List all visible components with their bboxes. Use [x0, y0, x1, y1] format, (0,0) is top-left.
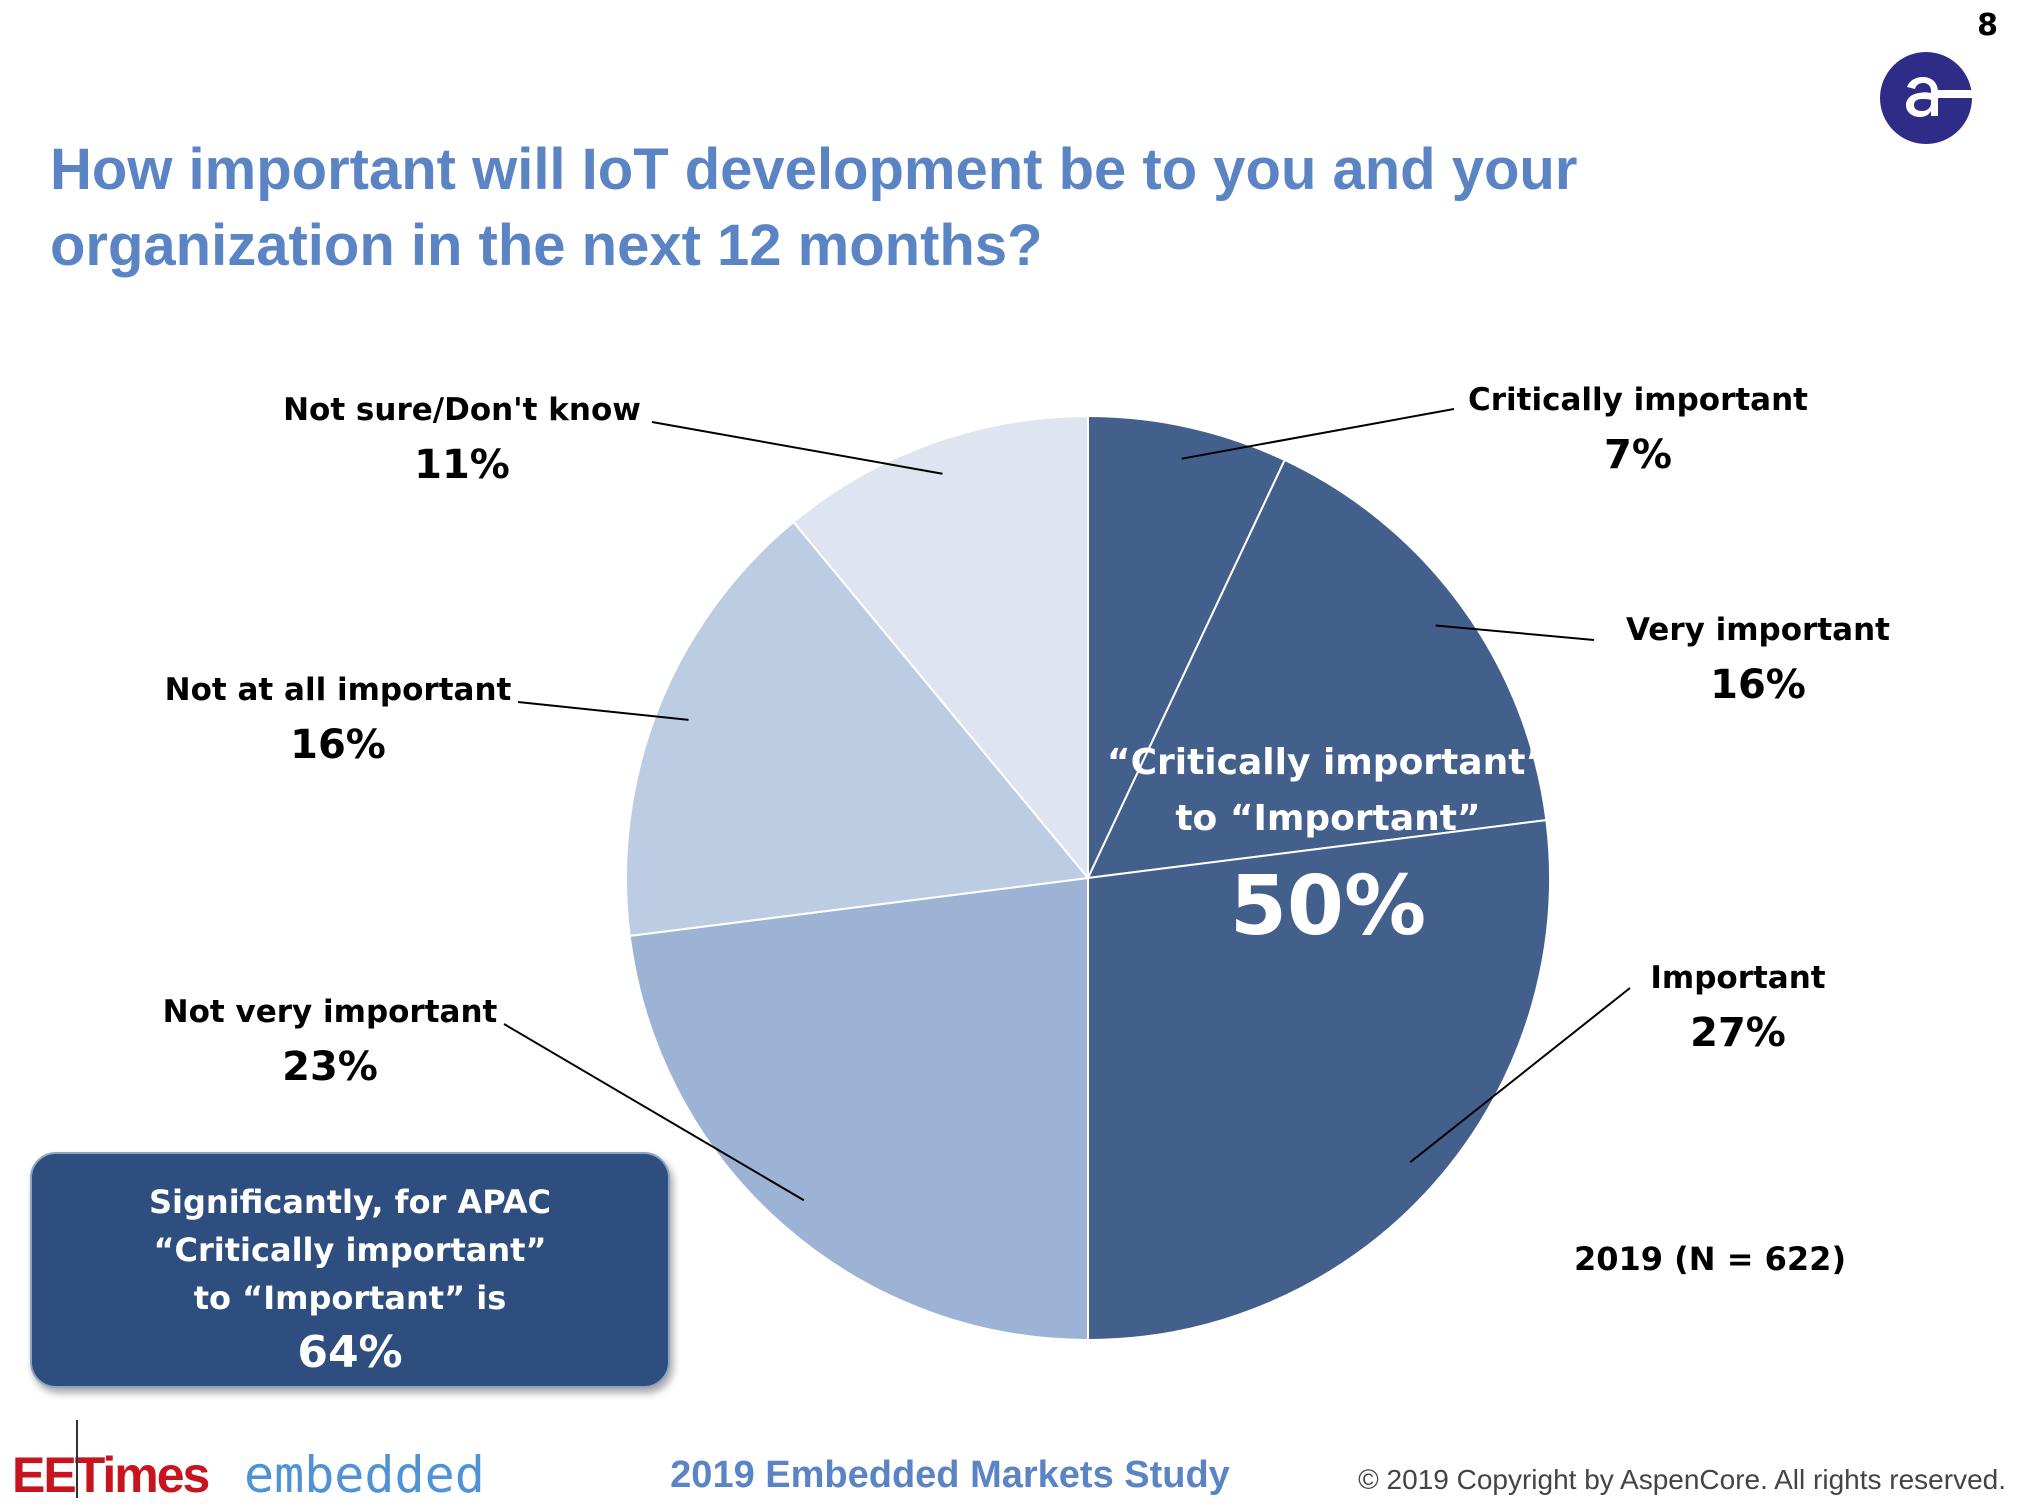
annotation-line-2: to “Important”: [1175, 798, 1480, 839]
callout-line-2: “Critically important”: [153, 1231, 547, 1269]
slice-label-not-sure-don-t-know: Not sure/Don't know: [283, 392, 641, 428]
leader-line-very-important: [1435, 624, 1595, 641]
slice-value-not-at-all-important: 16%: [290, 722, 386, 768]
slice-value-not-sure-don-t-know: 11%: [414, 442, 510, 488]
annotation-value: 50%: [1230, 859, 1426, 954]
slice-label-not-very-important: Not very important: [163, 994, 498, 1030]
slice-labels: Critically important 7% Very important 16% I…: [163, 382, 1890, 1090]
pie-slice-important: [1087, 818, 1551, 1342]
slice-value-not-very-important: 23%: [282, 1044, 378, 1090]
page-number: 8: [1977, 8, 1998, 43]
leader-line-not-at-all-important: [517, 701, 689, 721]
leader-line-critically-important: [1181, 408, 1455, 460]
leader-line-not-sure-don-t-know: [651, 421, 943, 475]
pie-slice-not-sure-don-t-know: [792, 414, 1089, 881]
slice-label-important: Important: [1650, 960, 1825, 996]
pie-slice-not-very-important: [628, 876, 1089, 1342]
slice-label-very-important: Very important: [1626, 612, 1890, 648]
leader-lines: [503, 408, 1631, 1202]
logo-divider: [76, 1420, 78, 1498]
embedded-logo: embedded: [244, 1446, 485, 1504]
leader-line-not-very-important: [503, 1023, 805, 1202]
slice-value-important: 27%: [1690, 1010, 1786, 1056]
slice-value-very-important: 16%: [1710, 662, 1806, 708]
slice-value-critically-important: 7%: [1604, 432, 1672, 478]
callout-value: 64%: [297, 1327, 403, 1378]
leader-line-important: [1409, 987, 1631, 1163]
apac-callout: Significantly, for APAC “Critically impo…: [30, 1152, 670, 1388]
annotation-line-1: “Critically important”: [1107, 742, 1549, 783]
pie-slice-critically-important: [1087, 414, 1287, 879]
eetimes-logo: EETimes: [12, 1447, 210, 1503]
sample-size-note: 2019 (N = 622): [1573, 1240, 1847, 1278]
pie-slices: [625, 414, 1551, 1342]
pie-slice-not-at-all-important: [625, 520, 1090, 938]
callout-line-3: to “Important” is: [193, 1279, 507, 1317]
callout-line-1: Significantly, for APAC: [148, 1183, 552, 1221]
slice-label-critically-important: Critically important: [1468, 382, 1808, 418]
study-name: 2019 Embedded Markets Study: [670, 1454, 1230, 1496]
slice-label-not-at-all-important: Not at all important: [165, 672, 512, 708]
aspencore-logo-icon: [1880, 52, 1974, 144]
copyright: © 2019 Copyright by AspenCore. All right…: [1358, 1464, 2006, 1495]
inner-annotation: “Critically important” to “Important” 50…: [1107, 742, 1549, 954]
page-title: How important will IoT development be to…: [50, 137, 1578, 278]
pie-slice-very-important: [1086, 458, 1548, 880]
